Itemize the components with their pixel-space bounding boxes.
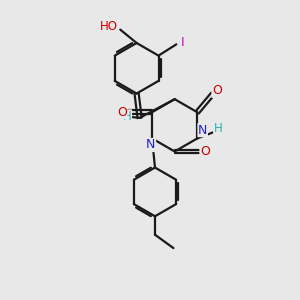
Text: O: O (212, 84, 222, 98)
Text: N: N (198, 124, 207, 136)
Text: O: O (117, 106, 127, 119)
Text: O: O (200, 145, 210, 158)
Text: HO: HO (100, 20, 118, 33)
Text: H: H (123, 110, 131, 123)
Text: H: H (214, 122, 223, 135)
Text: I: I (181, 36, 185, 50)
Text: N: N (146, 138, 155, 152)
